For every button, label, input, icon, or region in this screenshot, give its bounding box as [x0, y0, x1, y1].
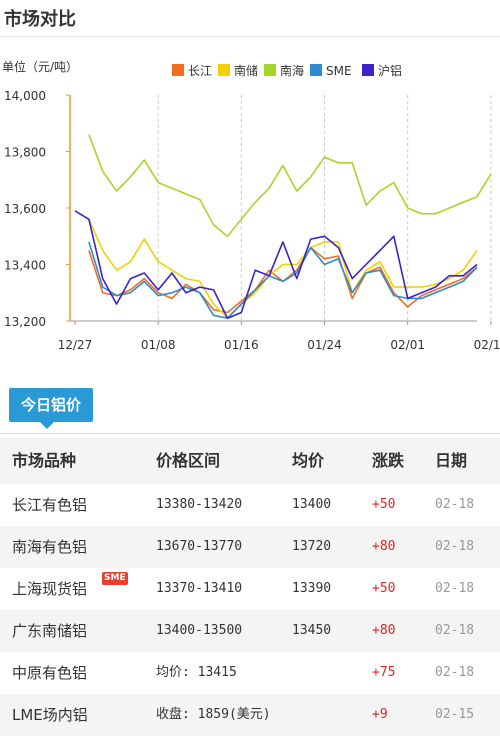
x-tick-label: 01/16 — [224, 338, 259, 352]
price-change: +80 — [372, 539, 396, 554]
price-change: +75 — [372, 665, 396, 680]
table-row[interactable]: 广东南储铝 13400-13500 13450 +80 02-18 — [0, 610, 500, 652]
y-tick-label: 13,800 — [4, 146, 46, 160]
series-line-4 — [74, 210, 478, 319]
legend-label-2: 南海 — [280, 63, 304, 78]
market-name[interactable]: 广东南储铝 — [12, 622, 88, 640]
price-range: 均价: 13415 — [156, 665, 237, 680]
x-tick-label: 12/27 — [58, 338, 93, 352]
unit-label: 单位（元/吨） — [2, 59, 78, 74]
price-date: 02-18 — [435, 623, 475, 638]
price-date: 02-18 — [435, 581, 475, 596]
price-date: 02-15 — [435, 707, 475, 722]
price-range: 13670-13770 — [156, 539, 243, 554]
price-date: 02-18 — [435, 497, 475, 512]
x-tick-label: 01/08 — [141, 338, 176, 352]
tab-bar: 今日铝价 — [0, 383, 500, 434]
series-line-1 — [88, 218, 478, 319]
header: 市场对比 — [0, 0, 500, 37]
sme-badge: SME — [102, 572, 128, 585]
market-name[interactable]: 中原有色铝 — [12, 664, 88, 682]
price-range: 收盘: 1859(美元) — [156, 707, 271, 722]
price-range: 13370-13410 — [156, 581, 243, 596]
y-tick-label: 14,000 — [4, 89, 46, 103]
legend-swatch-4 — [362, 64, 374, 76]
legend-swatch-0 — [172, 64, 184, 76]
legend-swatch-3 — [310, 64, 322, 76]
avg-price: 13400 — [292, 497, 332, 512]
price-range: 13400-13500 — [156, 623, 243, 638]
legend-label-3: SME — [326, 64, 352, 78]
chart-svg: 单位（元/吨） 长江 南储 南海 SME 沪铝 12/27 01/08 01/16 01/24 02… — [2, 59, 500, 352]
avg-price: 13390 — [292, 581, 332, 596]
price-range: 13380-13420 — [156, 497, 243, 512]
legend-label-4: 沪铝 — [378, 63, 402, 78]
table-row[interactable]: 长江有色铝 13380-13420 13400 +50 02-18 — [0, 484, 500, 526]
market-name[interactable]: LME场内铝 — [12, 706, 88, 724]
table-row[interactable]: 上海现货铝 SME 13370-13410 13390 +50 02-18 — [0, 568, 500, 610]
price-change: +9 — [372, 707, 388, 722]
series-line-0 — [88, 246, 478, 314]
y-tick-label: 13,400 — [4, 259, 46, 273]
avg-price: 13720 — [292, 539, 332, 554]
price-comparison-chart: 单位（元/吨） 长江 南储 南海 SME 沪铝 12/27 01/08 01/16 01/24 02… — [0, 37, 500, 367]
avg-price: 13450 — [292, 623, 332, 638]
price-change: +50 — [372, 581, 396, 596]
x-tick-label: 02/18 — [474, 338, 500, 352]
legend-swatch-1 — [218, 64, 230, 76]
table-row[interactable]: LME场内铝 收盘: 1859(美元) +9 02-15 — [0, 694, 500, 736]
series-line-3 — [88, 241, 478, 319]
legend-label-0: 长江 — [188, 64, 212, 78]
tab-today-price[interactable]: 今日铝价 — [9, 388, 94, 422]
header-change: 涨跌 — [372, 451, 405, 470]
x-tick-label: 02/01 — [390, 338, 425, 352]
header-market: 市场品种 — [12, 451, 77, 470]
tab-pointer — [40, 422, 54, 429]
legend-swatch-2 — [264, 64, 276, 76]
price-change: +80 — [372, 623, 396, 638]
page-title: 市场对比 — [4, 9, 76, 30]
price-table: 市场品种 价格区间 均价 涨跌 日期 长江有色铝 13380-13420 134… — [0, 438, 500, 736]
legend-label-1: 南储 — [234, 63, 258, 78]
table-header-row: 市场品种 价格区间 均价 涨跌 日期 — [0, 438, 500, 484]
table-row[interactable]: 南海有色铝 13670-13770 13720 +80 02-18 — [0, 526, 500, 568]
price-date: 02-18 — [435, 539, 475, 554]
x-tick-label: 01/24 — [307, 338, 342, 352]
y-tick-label: 13,200 — [4, 315, 46, 329]
price-change: +50 — [372, 497, 396, 512]
price-date: 02-18 — [435, 665, 475, 680]
y-tick-label: 13,600 — [4, 202, 46, 216]
header-date: 日期 — [435, 451, 468, 470]
market-name[interactable]: 上海现货铝 — [12, 580, 88, 598]
header-range: 价格区间 — [156, 451, 221, 470]
series-line-2 — [88, 134, 492, 238]
table-row[interactable]: 中原有色铝 均价: 13415 +75 02-18 — [0, 652, 500, 694]
header-avg: 均价 — [292, 451, 325, 470]
market-name[interactable]: 南海有色铝 — [12, 538, 88, 556]
market-name[interactable]: 长江有色铝 — [12, 496, 88, 514]
